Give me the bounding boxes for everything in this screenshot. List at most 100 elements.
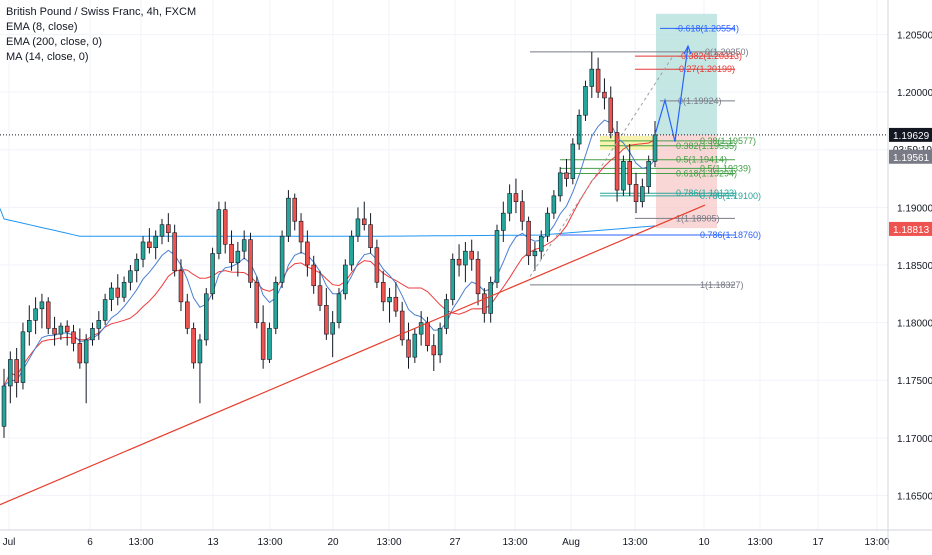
candles — [1, 51, 658, 438]
candle-body — [412, 333, 418, 358]
candle-body — [608, 97, 614, 133]
candle-body — [33, 308, 38, 321]
candle-body — [570, 143, 576, 179]
y-tick-label: 1.17000 — [897, 434, 932, 445]
annotations — [0, 44, 888, 506]
x-tick-label: 27 — [449, 537, 461, 548]
candle-body — [166, 224, 171, 234]
candle-body — [58, 325, 64, 335]
candle-body — [557, 172, 563, 197]
fib-label: 0.5(1.19339) — [700, 163, 751, 173]
candle-body — [8, 359, 13, 387]
candle-body — [64, 325, 70, 333]
candle-body — [14, 359, 19, 383]
bid-price-label: 1.19561 — [893, 153, 930, 164]
candle-body — [621, 161, 626, 191]
legend-ma14: MA (14, close, 0) — [6, 51, 89, 63]
fib-label: 1(1.18905) — [676, 213, 720, 223]
candle-body — [431, 345, 437, 356]
fib-label: -0.27(1.20199) — [676, 64, 735, 74]
x-tick-label: 20 — [327, 537, 339, 548]
candle-body — [602, 91, 607, 99]
last-price-label: 1.19629 — [893, 131, 930, 142]
candle-body — [109, 287, 114, 300]
candle-body — [273, 281, 279, 329]
candle-body — [172, 232, 177, 272]
candle-body — [564, 172, 569, 179]
candle-body — [185, 301, 190, 329]
candle-body — [583, 86, 588, 116]
candle-body — [210, 253, 215, 295]
x-tick-label: 6 — [87, 537, 93, 548]
fib-label: 1(1.18327) — [700, 280, 744, 290]
bid-price-label-bg — [889, 149, 932, 164]
fib-label: 0.786(1.19123) — [676, 188, 737, 198]
candle-body — [153, 235, 158, 249]
ema200-line — [0, 208, 656, 237]
candle-body — [115, 287, 121, 298]
fib-label: 0.786(1.19100) — [700, 191, 761, 201]
candle-body — [633, 184, 639, 202]
candle-body — [520, 201, 525, 222]
candle-body — [260, 322, 266, 360]
candle-body — [501, 212, 506, 231]
candle-body — [305, 241, 310, 266]
x-tick-label: 13:00 — [257, 537, 282, 548]
candle-body — [52, 328, 57, 335]
trendline-price-label-bg — [889, 221, 932, 236]
candle-body — [96, 320, 102, 329]
target-zone — [656, 13, 717, 135]
candle-body — [336, 293, 342, 323]
candle-body — [368, 224, 373, 249]
candle-body — [589, 68, 595, 87]
y-tick-label: 1.16500 — [897, 491, 932, 502]
candle-body — [27, 320, 32, 333]
candle-body — [286, 197, 291, 237]
highlight-zone — [600, 135, 656, 150]
fib-label: 0.786(1.18760) — [700, 230, 761, 240]
candle-body — [355, 218, 361, 237]
indicator-lines — [0, 119, 656, 387]
y-tick-label: 1.19000 — [897, 203, 932, 214]
candle-body — [330, 322, 335, 335]
candle-body — [538, 235, 544, 252]
candle-body — [20, 331, 26, 383]
candle-body — [140, 241, 146, 260]
x-tick-label: 13:00 — [128, 537, 153, 548]
legend-title: British Pound / Swiss Franc, 4h, FXCM — [6, 6, 197, 18]
candle-body — [450, 258, 456, 300]
candle-body — [90, 328, 95, 341]
fib-label: 0(1.19924) — [678, 96, 722, 106]
candle-body — [425, 322, 430, 346]
candle-body — [292, 197, 297, 222]
trend-line — [0, 204, 706, 506]
candle-body — [646, 161, 651, 187]
candle-body — [418, 322, 424, 335]
candle-body — [128, 270, 133, 283]
x-tick-label: 13:00 — [747, 537, 772, 548]
candle-body — [311, 264, 316, 287]
candle-body — [1, 385, 7, 427]
legend-ema200: EMA (200, close, 0) — [6, 36, 102, 48]
candle-body — [437, 328, 443, 356]
last-price-label-bg — [889, 127, 932, 142]
fib-label: 0.618(1.19294) — [676, 169, 737, 179]
fib-levels: -0.618(1.20554) 0(1.20350)-0.382(1.20313)… — [530, 23, 761, 290]
candle-body — [595, 68, 601, 93]
x-tick-label: 13:00 — [864, 537, 889, 548]
candle-body — [406, 339, 411, 358]
x-tick-label: 13:00 — [622, 537, 647, 548]
candle-body — [393, 296, 399, 312]
fib-label: -0.618(1.20554) — [675, 23, 739, 33]
candle-body — [551, 195, 557, 214]
candle-body — [248, 239, 253, 283]
candle-body — [463, 250, 468, 266]
candle-body — [254, 281, 260, 323]
ma14-line — [3, 139, 656, 387]
fib-label: 0.5(1.19414) — [676, 155, 727, 165]
trendline-price-label: 1.18813 — [893, 225, 930, 236]
fib-label: 0(1.20350) — [705, 47, 749, 57]
